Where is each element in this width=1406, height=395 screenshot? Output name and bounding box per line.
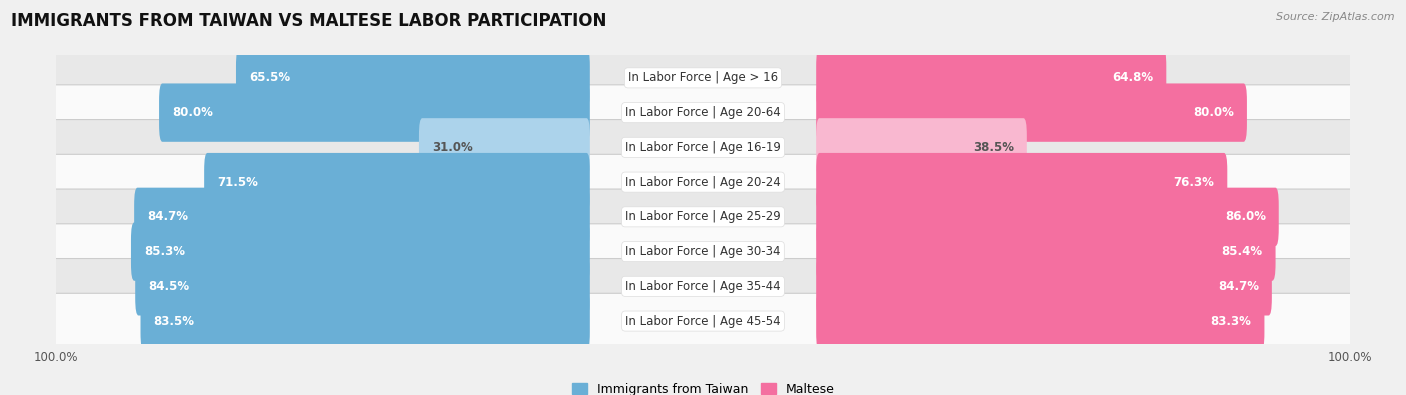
FancyBboxPatch shape xyxy=(815,49,1167,107)
FancyBboxPatch shape xyxy=(51,259,1355,314)
FancyBboxPatch shape xyxy=(51,293,1355,349)
FancyBboxPatch shape xyxy=(134,188,591,246)
Text: Source: ZipAtlas.com: Source: ZipAtlas.com xyxy=(1277,12,1395,22)
FancyBboxPatch shape xyxy=(815,188,1278,246)
Text: 83.5%: 83.5% xyxy=(153,314,194,327)
Text: In Labor Force | Age 20-64: In Labor Force | Age 20-64 xyxy=(626,106,780,119)
Text: 64.8%: 64.8% xyxy=(1112,71,1153,85)
FancyBboxPatch shape xyxy=(51,154,1355,210)
Text: In Labor Force | Age 16-19: In Labor Force | Age 16-19 xyxy=(626,141,780,154)
Text: 83.3%: 83.3% xyxy=(1211,314,1251,327)
Text: In Labor Force | Age 35-44: In Labor Force | Age 35-44 xyxy=(626,280,780,293)
FancyBboxPatch shape xyxy=(236,49,591,107)
Text: 71.5%: 71.5% xyxy=(217,176,257,188)
Text: 80.0%: 80.0% xyxy=(172,106,212,119)
Text: In Labor Force | Age 20-24: In Labor Force | Age 20-24 xyxy=(626,176,780,188)
Text: 85.3%: 85.3% xyxy=(143,245,186,258)
FancyBboxPatch shape xyxy=(51,224,1355,279)
FancyBboxPatch shape xyxy=(419,118,591,177)
Text: 84.7%: 84.7% xyxy=(148,211,188,223)
Text: 84.7%: 84.7% xyxy=(1218,280,1258,293)
Text: In Labor Force | Age 45-54: In Labor Force | Age 45-54 xyxy=(626,314,780,327)
FancyBboxPatch shape xyxy=(51,189,1355,245)
FancyBboxPatch shape xyxy=(815,257,1272,316)
FancyBboxPatch shape xyxy=(135,257,591,316)
Text: In Labor Force | Age > 16: In Labor Force | Age > 16 xyxy=(628,71,778,85)
Text: 38.5%: 38.5% xyxy=(973,141,1014,154)
Text: 31.0%: 31.0% xyxy=(432,141,472,154)
FancyBboxPatch shape xyxy=(815,222,1275,281)
FancyBboxPatch shape xyxy=(204,153,591,211)
FancyBboxPatch shape xyxy=(815,118,1026,177)
Text: 80.0%: 80.0% xyxy=(1194,106,1234,119)
FancyBboxPatch shape xyxy=(159,83,591,142)
FancyBboxPatch shape xyxy=(815,153,1227,211)
FancyBboxPatch shape xyxy=(815,83,1247,142)
FancyBboxPatch shape xyxy=(141,292,591,350)
Text: 84.5%: 84.5% xyxy=(148,280,190,293)
Text: 65.5%: 65.5% xyxy=(249,71,290,85)
FancyBboxPatch shape xyxy=(51,120,1355,175)
Text: 86.0%: 86.0% xyxy=(1225,211,1265,223)
Text: IMMIGRANTS FROM TAIWAN VS MALTESE LABOR PARTICIPATION: IMMIGRANTS FROM TAIWAN VS MALTESE LABOR … xyxy=(11,12,606,30)
FancyBboxPatch shape xyxy=(131,222,591,281)
Text: In Labor Force | Age 30-34: In Labor Force | Age 30-34 xyxy=(626,245,780,258)
FancyBboxPatch shape xyxy=(815,292,1264,350)
FancyBboxPatch shape xyxy=(51,85,1355,140)
Text: In Labor Force | Age 25-29: In Labor Force | Age 25-29 xyxy=(626,211,780,223)
Text: 85.4%: 85.4% xyxy=(1222,245,1263,258)
Legend: Immigrants from Taiwan, Maltese: Immigrants from Taiwan, Maltese xyxy=(567,378,839,395)
Text: 76.3%: 76.3% xyxy=(1174,176,1215,188)
FancyBboxPatch shape xyxy=(51,50,1355,106)
